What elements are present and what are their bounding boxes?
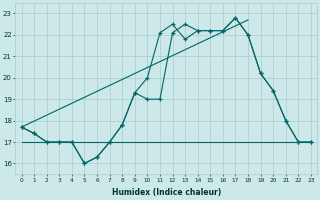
X-axis label: Humidex (Indice chaleur): Humidex (Indice chaleur) [112, 188, 221, 197]
